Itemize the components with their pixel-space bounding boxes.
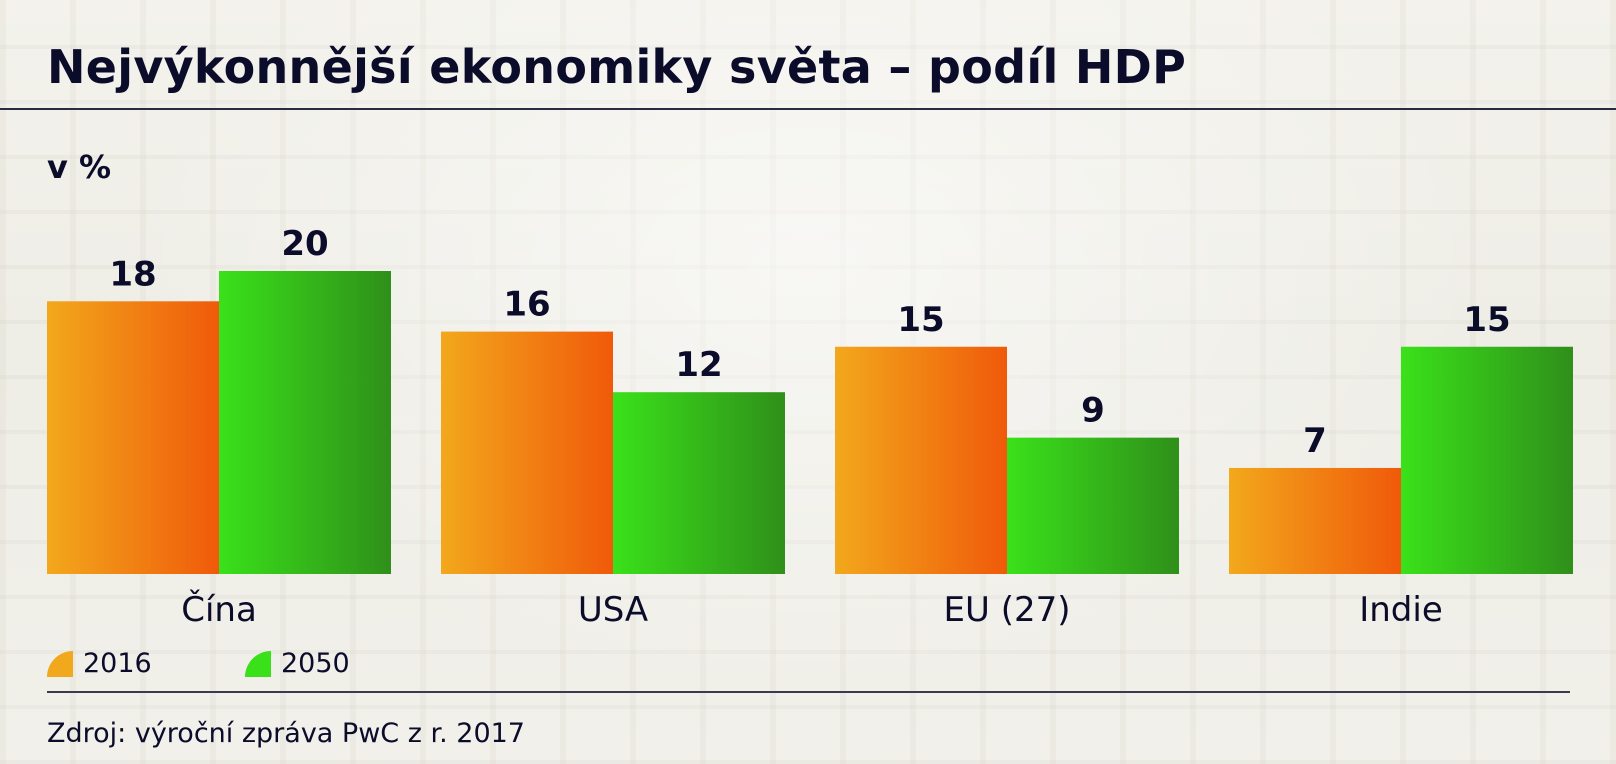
legend-item-2050: 2050 [245,648,350,679]
bar-2050-1 [613,392,785,574]
legend-swatch-2050 [245,650,271,677]
bar-2016-0 [47,301,219,574]
bar-2016-1 [441,331,613,574]
bar-2050-0 [219,271,391,574]
legend-label-2016: 2016 [83,648,152,679]
data-label-2050-3: 15 [1463,300,1510,340]
footer-divider [47,691,1570,693]
data-label-2050-0: 20 [281,224,328,264]
data-label-2016-1: 16 [503,285,550,325]
legend-swatch-2016 [47,650,73,677]
legend-item-2016: 2016 [47,648,152,679]
category-label-0: Čína [181,589,257,630]
data-label-2050-1: 12 [675,345,722,385]
bar-chart: 18 20 Čína 16 12 USA 15 9 EU (27) 7 15 Indie [47,224,1573,630]
data-label-2016-0: 18 [109,254,156,294]
title-divider [0,108,1616,110]
unit-label: v % [47,148,112,186]
category-label-2: EU (27) [944,590,1071,630]
data-label-2050-2: 9 [1081,391,1105,431]
chart-title: Nejvýkonnější ekonomiky světa – podíl HD… [47,40,1187,94]
source-note: Zdroj: výroční zpráva PwC z r. 2017 [47,718,525,749]
bar-2016-2 [835,346,1007,574]
data-label-2016-3: 7 [1303,421,1327,461]
legend-label-2050: 2050 [281,648,350,679]
category-label-3: Indie [1359,590,1443,630]
category-label-1: USA [578,590,648,630]
bar-2050-2 [1007,437,1179,574]
bar-2050-3 [1401,346,1573,574]
bar-2016-3 [1229,467,1401,574]
data-label-2016-2: 15 [897,300,944,340]
